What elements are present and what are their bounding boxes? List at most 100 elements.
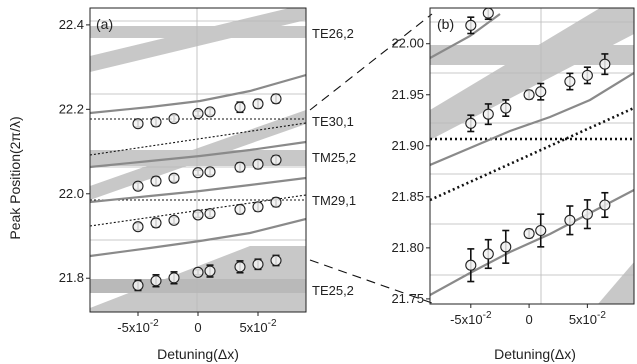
data-point: [168, 172, 180, 184]
data-point: [150, 274, 162, 288]
dotted-mode-te30-sloped: [90, 122, 306, 156]
mode-label-te25-2: TE25,2: [312, 283, 354, 298]
data-point: [599, 53, 611, 76]
panel-a-ticks: 21.8 22.0 22.2 22.4 -5x10-2 0 5x10-2: [59, 17, 277, 335]
x-tick-label: 0: [525, 312, 532, 327]
data-point: [252, 258, 264, 271]
band-te25-strip: [90, 279, 306, 293]
fit-curve: [90, 176, 306, 204]
data-point: [581, 199, 593, 230]
data-point: [482, 238, 494, 270]
data-point: [192, 266, 204, 278]
data-point: [192, 108, 204, 120]
x-axis-label-a: Detuning(Δx): [157, 346, 239, 362]
x-axis-label-b: Detuning(Δx): [494, 346, 576, 362]
data-point: [270, 196, 282, 208]
data-point: [204, 264, 216, 278]
fit-curve: [430, 189, 634, 296]
data-point: [234, 203, 246, 215]
y-tick-label: 21.90: [391, 138, 424, 153]
x-tick-label: 5x10-2: [569, 310, 607, 327]
panel-a-fit-curves: [90, 73, 306, 258]
zoom-connector-bottom: [309, 259, 433, 304]
data-point: [465, 16, 477, 35]
y-tick-label: 21.85: [391, 189, 424, 204]
data-point: [252, 98, 264, 110]
data-point: [482, 8, 494, 21]
panel-b: (b) 21.75 21.80 21.85 21.90 21.95 22.00 -5x10-…: [391, 7, 635, 362]
y-tick-label: 21.75: [391, 291, 424, 306]
data-point: [270, 93, 282, 105]
y-tick-label: 22.2: [59, 101, 84, 116]
data-point: [132, 180, 144, 192]
data-point: [252, 158, 264, 170]
panel-b-label: (b): [437, 16, 454, 32]
fit-curve: [90, 140, 306, 169]
mode-label-te26-2: TE26,2: [312, 26, 354, 41]
data-point: [535, 82, 547, 101]
x-tick-label: 0: [194, 320, 201, 335]
data-point: [482, 103, 494, 126]
data-point: [192, 209, 204, 221]
y-axis-label: Peak Position(2π/λ): [7, 116, 23, 239]
data-point: [500, 99, 512, 117]
data-point: [270, 254, 282, 267]
dotted-mode-sloped: [430, 106, 634, 202]
data-point: [204, 208, 216, 220]
fit-curve: [90, 73, 306, 115]
panel-b-data-markers: [465, 8, 611, 283]
x-tick-label: -5x10-2: [450, 310, 492, 327]
band-upper-diagonal: [430, 8, 634, 140]
data-point: [234, 101, 246, 114]
data-point: [168, 271, 180, 285]
y-tick-label: 22.4: [59, 17, 84, 32]
data-point: [150, 217, 162, 229]
data-point: [132, 118, 144, 130]
data-point: [150, 175, 162, 187]
mode-label-tm25-2: TM25,2: [312, 150, 356, 165]
panel-a-data-markers: [132, 93, 282, 292]
data-point: [234, 161, 246, 173]
data-point: [204, 106, 216, 118]
fit-curve: [90, 217, 306, 258]
mode-labels: TE26,2 TE30,1 TM25,2 TM29,1 TE25,2: [312, 26, 356, 298]
panel-a-label: (a): [96, 16, 113, 32]
data-point: [150, 116, 162, 128]
data-point: [599, 191, 611, 219]
data-point: [465, 114, 477, 133]
y-tick-label: 21.80: [391, 240, 424, 255]
data-point: [523, 228, 535, 240]
band-te26-diagonal: [90, 8, 306, 72]
data-point: [465, 248, 477, 283]
data-point: [132, 279, 144, 292]
data-point: [132, 221, 144, 233]
band-lower-corner: [598, 262, 634, 304]
band-upper-strip: [430, 45, 634, 65]
data-point: [168, 214, 180, 226]
x-tick-label: -5x10-2: [117, 318, 159, 335]
data-point: [564, 205, 576, 236]
data-point: [500, 229, 512, 264]
data-point: [252, 201, 264, 213]
x-tick-label: 5x10-2: [239, 318, 277, 335]
y-tick-label: 21.95: [391, 87, 424, 102]
data-point: [204, 166, 216, 178]
data-point: [192, 167, 204, 179]
mode-label-tm29-1: TM29,1: [312, 193, 356, 208]
fit-curve: [430, 13, 501, 59]
mode-label-te30-1: TE30,1: [312, 114, 354, 129]
y-tick-label: 22.00: [391, 36, 424, 51]
data-point: [564, 72, 576, 91]
y-tick-label: 21.8: [59, 270, 84, 285]
panel-b-plot-area: [430, 8, 634, 304]
data-point: [168, 113, 180, 125]
y-tick-label: 22.0: [59, 186, 84, 201]
panel-b-frame: [429, 7, 635, 305]
data-point: [535, 213, 547, 248]
data-point: [234, 260, 246, 274]
panel-a-plot-area: [90, 8, 306, 312]
zoom-connector-top: [309, 13, 433, 111]
panel-b-ticks: 21.75 21.80 21.85 21.90 21.95 22.00 -5x10-2 0 5x…: [391, 36, 606, 327]
data-point: [270, 154, 282, 166]
